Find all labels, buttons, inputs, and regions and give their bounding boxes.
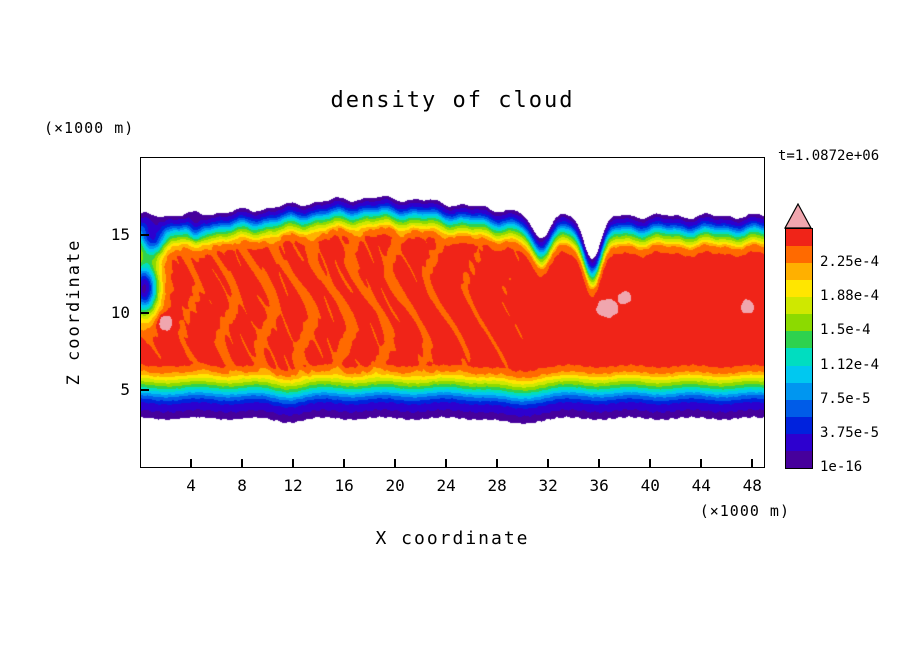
x-tick-mark: [241, 459, 244, 467]
x-tick-label: 40: [640, 476, 660, 495]
x-tick-label: 20: [385, 476, 405, 495]
colorbar-tick-label: 1.88e-4: [820, 288, 880, 305]
colorbar-tick-label: 1.12e-4: [820, 356, 880, 373]
plot-frame: [140, 157, 765, 468]
colorbar-band: [786, 314, 812, 332]
colorbar-band: [786, 399, 812, 417]
y-tick-mark: [141, 389, 149, 392]
x-tick-mark: [343, 459, 346, 467]
x-tick-label: 28: [487, 476, 507, 495]
colorbar-tick-label: 1.5e-4: [820, 322, 871, 339]
y-tick-mark: [141, 311, 149, 314]
colorbar-band: [786, 263, 812, 281]
x-axis-title: X coordinate: [375, 528, 530, 549]
colorbar-overflow-arrow-icon: [784, 203, 812, 229]
colorbar-tick-label: 7.5e-5: [820, 390, 871, 407]
time-annotation: t=1.0872e+06: [778, 148, 880, 164]
x-tick-mark: [190, 459, 193, 467]
y-tick-mark: [141, 233, 149, 236]
x-tick-mark: [649, 459, 652, 467]
colorbar-band: [786, 433, 812, 451]
colorbar-tick-label: 2.25e-4: [820, 254, 880, 271]
x-axis-unit-label: (×1000 m): [699, 502, 790, 520]
x-tick-label: 36: [589, 476, 609, 495]
x-tick-label: 12: [283, 476, 303, 495]
colorbar-band: [786, 280, 812, 298]
y-axis-title: Z coordinate: [64, 238, 84, 386]
x-tick-label: 16: [334, 476, 354, 495]
y-axis-unit-label: (×1000 m): [44, 119, 135, 137]
x-tick-label: 4: [186, 476, 196, 495]
colorbar-band: [786, 382, 812, 400]
x-tick-mark: [700, 459, 703, 467]
x-tick-mark: [394, 459, 397, 467]
x-tick-mark: [751, 459, 754, 467]
colorbar-band: [786, 450, 812, 468]
y-tick-label: 10: [110, 302, 130, 322]
colorbar-tick-label: 3.75e-5: [820, 424, 880, 441]
x-tick-label: 8: [237, 476, 247, 495]
chart-title: density of cloud: [330, 88, 575, 113]
colorbar-tick-label: 1e-16: [820, 459, 863, 475]
density-field-canvas: [140, 157, 765, 468]
x-tick-mark: [496, 459, 499, 467]
x-tick-label: 24: [436, 476, 456, 495]
colorbar-band: [786, 246, 812, 264]
y-tick-label: 15: [110, 224, 130, 244]
x-tick-mark: [598, 459, 601, 467]
colorbar: [785, 228, 813, 469]
x-tick-mark: [292, 459, 295, 467]
colorbar-band: [786, 229, 812, 247]
colorbar-band: [786, 365, 812, 383]
colorbar-band: [786, 348, 812, 366]
colorbar-band: [786, 416, 812, 434]
x-tick-label: 44: [691, 476, 711, 495]
y-tick-label: 5: [120, 380, 130, 400]
x-tick-mark: [547, 459, 550, 467]
x-tick-label: 48: [742, 476, 762, 495]
colorbar-band: [786, 331, 812, 349]
x-tick-mark: [445, 459, 448, 467]
colorbar-band: [786, 297, 812, 315]
x-tick-label: 32: [538, 476, 558, 495]
